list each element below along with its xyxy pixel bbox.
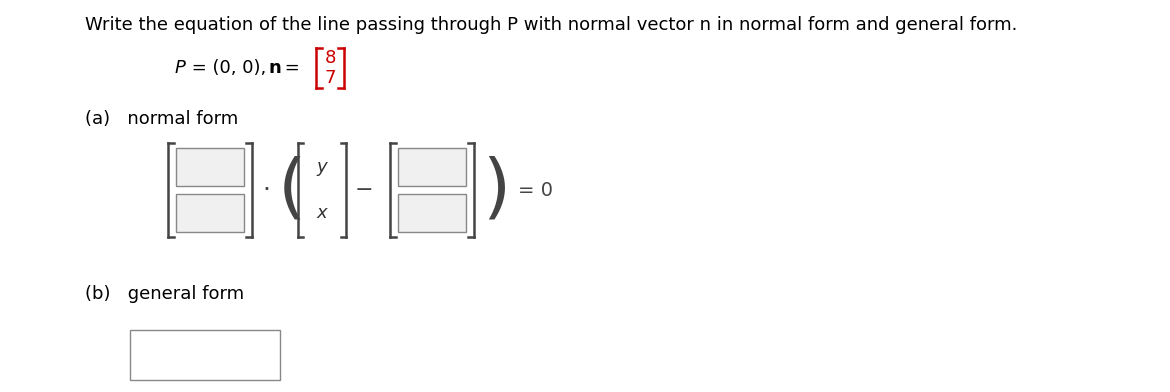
Text: y: y: [317, 158, 328, 176]
Bar: [176, 194, 245, 232]
Text: 8: 8: [324, 49, 336, 67]
Text: Write the equation of the line passing through P with normal vector n in normal : Write the equation of the line passing t…: [85, 16, 1018, 34]
Bar: [176, 148, 245, 186]
Text: ): ): [482, 156, 510, 225]
Text: = (0, 0),: = (0, 0),: [186, 59, 271, 77]
Text: x: x: [317, 204, 328, 222]
Text: −: −: [355, 180, 373, 200]
Bar: [130, 330, 280, 380]
Text: (a)   normal form: (a) normal form: [85, 110, 239, 128]
Bar: [398, 148, 466, 186]
Text: 7: 7: [324, 69, 336, 87]
Bar: [398, 194, 466, 232]
Text: n: n: [269, 59, 282, 77]
Text: = 0: = 0: [518, 180, 553, 200]
Text: ·: ·: [262, 178, 270, 202]
Text: =: =: [278, 59, 305, 77]
Text: (b)   general form: (b) general form: [85, 285, 245, 303]
Text: P: P: [176, 59, 186, 77]
Text: (: (: [278, 156, 307, 225]
